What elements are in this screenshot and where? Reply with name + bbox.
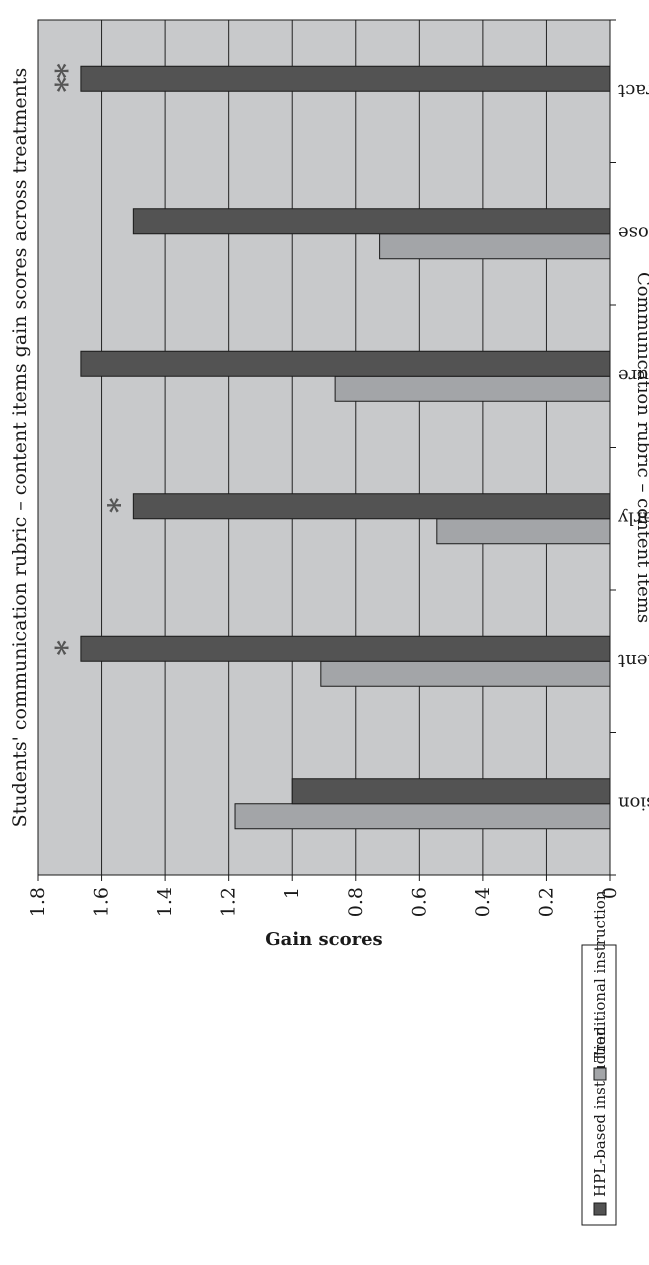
significance-marker: * <box>102 497 137 513</box>
chart-title: Students' communication rubric – content… <box>9 68 31 828</box>
category-label: Has a useful conclusion <box>618 792 649 813</box>
category-label: Opening: Background and purpose <box>618 222 649 243</box>
plot-background <box>38 20 610 875</box>
y-tick-label: 0.2 <box>535 887 557 917</box>
bar-traditional <box>320 660 611 687</box>
bar-traditional <box>436 518 611 545</box>
y-tick-label: 1.2 <box>218 887 240 917</box>
legend-swatch <box>593 1202 607 1216</box>
y-axis-label: Gain scores <box>265 929 382 950</box>
y-tick-label: 1 <box>281 887 303 899</box>
x-axis-label: Communication rubric – content items <box>633 272 649 623</box>
legend-label: Traditional instruction <box>591 890 609 1062</box>
axes <box>37 19 616 881</box>
bar-hpl <box>80 350 611 377</box>
y-tick-label: 1.8 <box>27 887 49 917</box>
bar-traditional <box>234 803 611 830</box>
significance-marker: * <box>50 640 85 656</box>
significance-marker: ** <box>50 63 85 93</box>
y-tick-label: 1.4 <box>154 887 176 917</box>
bar-hpl <box>132 493 611 520</box>
bar-traditional <box>379 233 611 260</box>
y-tick-label: 0.8 <box>345 887 367 917</box>
category-label: Explains ideas clearly <box>617 507 649 528</box>
bar-hpl <box>132 208 611 235</box>
category-label: Reflects literature <box>618 365 649 386</box>
bar-traditional <box>334 375 611 402</box>
y-tick-label: 1.6 <box>91 887 113 917</box>
bar-hpl <box>80 635 611 662</box>
legend-box <box>581 944 617 1226</box>
y-tick-label: 0 <box>599 887 621 899</box>
legend-swatch <box>593 1067 607 1081</box>
bar-hpl <box>291 778 611 805</box>
category-label: Abstract <box>617 80 649 101</box>
bar-hpl <box>80 65 611 92</box>
plot-area <box>38 20 610 875</box>
y-tick-label: 0.4 <box>472 887 494 917</box>
category-label: Makes good argument <box>617 650 649 671</box>
labels: ****00.20.40.60.811.21.41.61.8Has a usef… <box>9 63 649 950</box>
y-tick-label: 0.6 <box>408 887 430 917</box>
